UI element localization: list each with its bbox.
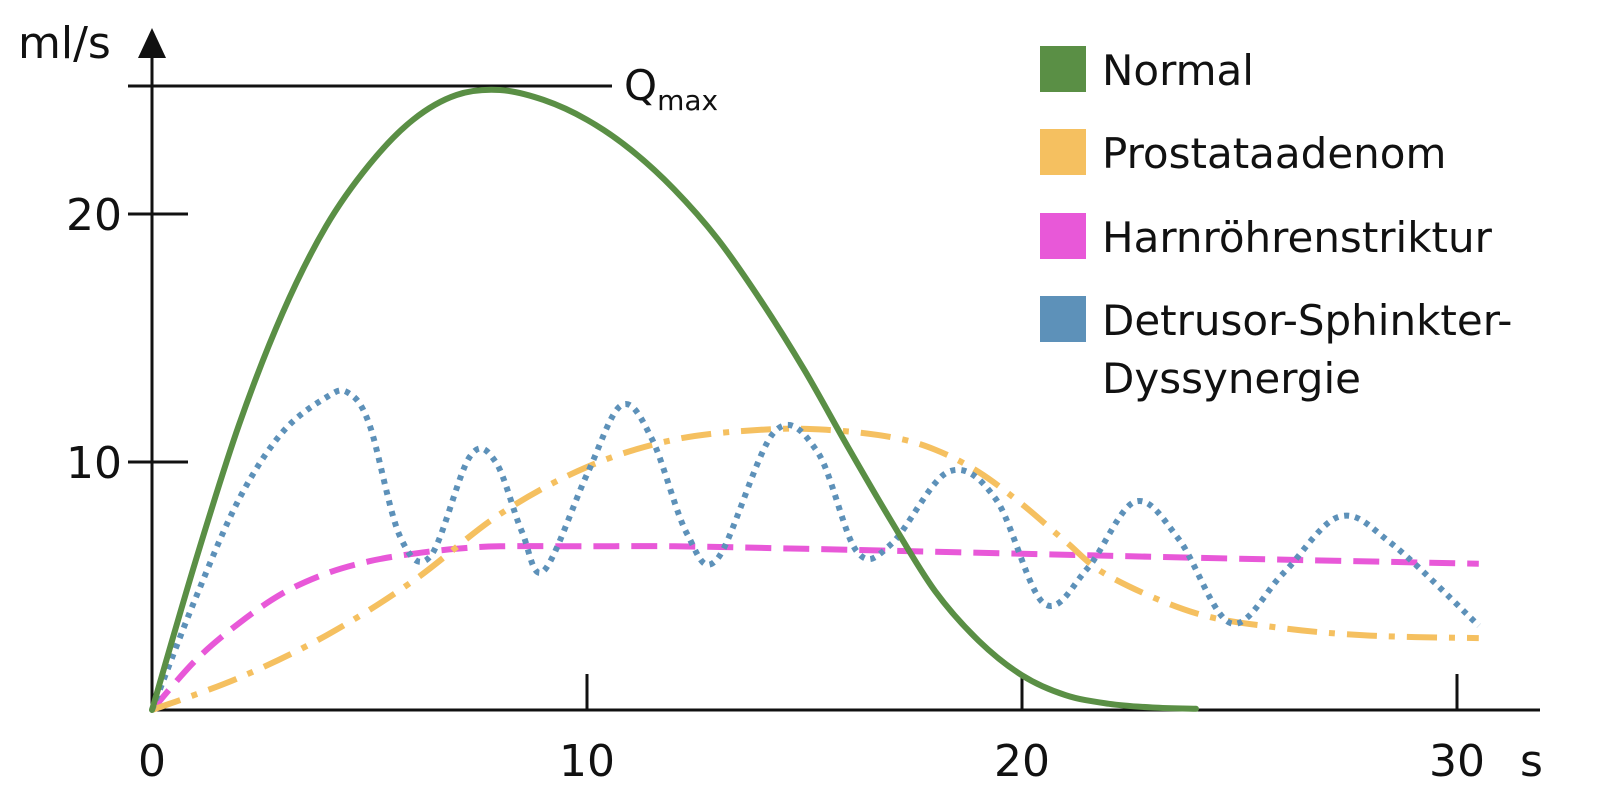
series-line-3 <box>149 387 1481 712</box>
y-tick-label: 20 <box>66 190 122 241</box>
y-axis-label: ml/s <box>18 18 111 69</box>
legend-label: Normal <box>1102 46 1254 95</box>
legend-swatch <box>1040 213 1086 259</box>
series-line-2 <box>149 543 1479 712</box>
legend-swatch <box>1040 129 1086 175</box>
legend-label: Harnröhrenstriktur <box>1102 213 1493 262</box>
legend-swatch <box>1040 296 1086 342</box>
axes: ml/s s 0 10 20 30 10 20 Qmax <box>18 18 1543 787</box>
series-line-1 <box>150 425 1479 713</box>
legend-label: Prostataadenom <box>1102 129 1446 178</box>
x-axis-label: s <box>1520 736 1543 787</box>
x-tick-label: 10 <box>559 736 615 787</box>
x-tick-label: 30 <box>1429 736 1485 787</box>
y-axis-arrow <box>138 28 166 58</box>
y-tick-label: 10 <box>66 438 122 489</box>
x-tick-label: 20 <box>994 736 1050 787</box>
series-line-0 <box>149 86 1199 713</box>
qmax-label: Qmax <box>624 61 718 117</box>
legend-swatch <box>1040 46 1086 92</box>
legend: Normal Prostataadenom Harnröhrenstriktur De… <box>1040 46 1512 403</box>
x-tick-label: 0 <box>138 736 166 787</box>
legend-label: Detrusor-Sphinkter-Dyssynergie <box>1102 296 1512 403</box>
series-lines <box>149 86 1481 713</box>
